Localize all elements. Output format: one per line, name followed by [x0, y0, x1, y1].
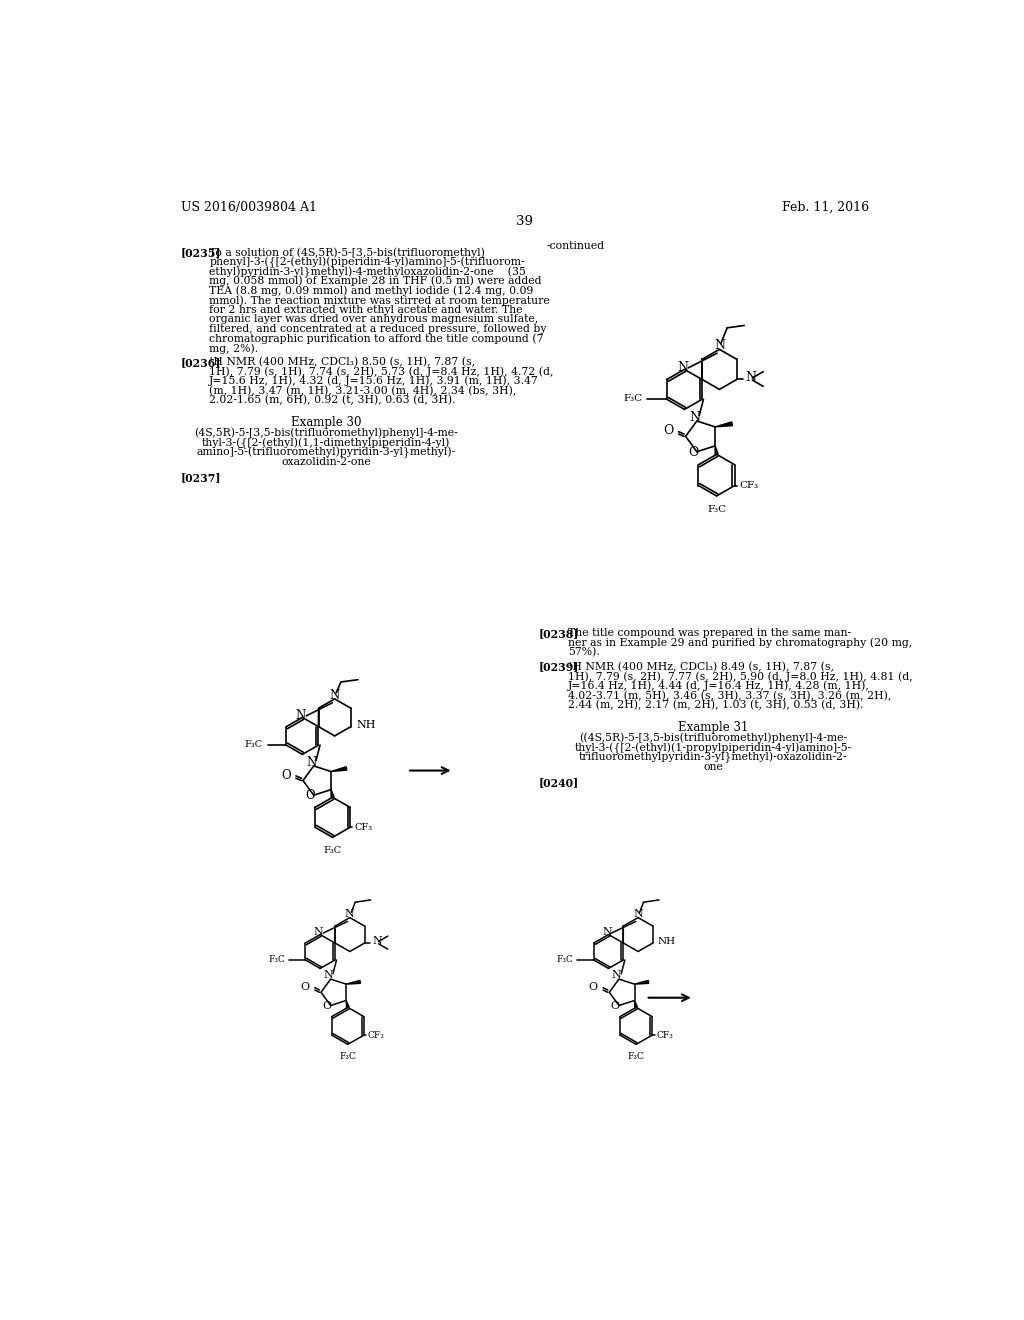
Text: 2.02-1.65 (m, 6H), 0.92 (t, 3H), 0.63 (d, 3H).: 2.02-1.65 (m, 6H), 0.92 (t, 3H), 0.63 (d… — [209, 395, 456, 405]
Polygon shape — [346, 1001, 349, 1007]
Text: (m, 1H), 3.47 (m, 1H), 3.21-3.00 (m, 4H), 2.34 (bs, 3H),: (m, 1H), 3.47 (m, 1H), 3.21-3.00 (m, 4H)… — [209, 385, 517, 396]
Text: [0235]: [0235] — [180, 247, 221, 257]
Text: F₃C: F₃C — [623, 395, 642, 403]
Text: N: N — [633, 908, 643, 919]
Text: N: N — [602, 927, 611, 937]
Text: N: N — [324, 970, 333, 981]
Text: chromatographic purification to afford the title compound (7: chromatographic purification to afford t… — [209, 334, 544, 345]
Text: F₃C: F₃C — [324, 846, 342, 855]
Text: F₃C: F₃C — [557, 954, 573, 964]
Text: [0239]: [0239] — [539, 661, 580, 673]
Text: one: one — [703, 762, 723, 772]
Text: F₃C: F₃C — [707, 506, 726, 515]
Text: organic layer was dried over anhydrous magnesium sulfate,: organic layer was dried over anhydrous m… — [209, 314, 539, 325]
Text: US 2016/0039804 A1: US 2016/0039804 A1 — [180, 201, 316, 214]
Text: N: N — [313, 927, 324, 937]
Text: CF₃: CF₃ — [656, 1031, 673, 1040]
Text: -continued: -continued — [547, 240, 604, 251]
Text: F₃C: F₃C — [628, 1052, 644, 1061]
Polygon shape — [715, 446, 718, 454]
Text: O: O — [281, 768, 291, 781]
Text: N: N — [345, 908, 354, 919]
Polygon shape — [346, 981, 360, 985]
Polygon shape — [331, 767, 347, 771]
Polygon shape — [635, 981, 649, 985]
Text: [0240]: [0240] — [539, 777, 579, 788]
Text: N: N — [714, 339, 725, 352]
Text: NH: NH — [356, 721, 376, 730]
Text: thyl-3-({[2-(ethyl)(1,1-dimethylpiperidin-4-yl): thyl-3-({[2-(ethyl)(1,1-dimethylpiperidi… — [202, 437, 451, 449]
Text: ((4S,5R)-5-[3,5-bis(trifluoromethyl)phenyl]-4-me-: ((4S,5R)-5-[3,5-bis(trifluoromethyl)phen… — [579, 733, 847, 743]
Polygon shape — [715, 422, 732, 426]
Text: To a solution of (4S,5R)-5-[3,5-bis(trifluoromethyl): To a solution of (4S,5R)-5-[3,5-bis(trif… — [209, 247, 485, 257]
Text: for 2 hrs and extracted with ethyl acetate and water. The: for 2 hrs and extracted with ethyl aceta… — [209, 305, 523, 314]
Text: F₃C: F₃C — [268, 954, 286, 964]
Text: TEA (8.8 mg, 0.09 mmol) and methyl iodide (12.4 mg, 0.09: TEA (8.8 mg, 0.09 mmol) and methyl iodid… — [209, 285, 534, 296]
Polygon shape — [635, 1001, 637, 1007]
Text: CF₃: CF₃ — [354, 822, 373, 832]
Text: phenyl]-3-({[2-(ethyl)(piperidin-4-yl)amino]-5-(trifluorom-: phenyl]-3-({[2-(ethyl)(piperidin-4-yl)am… — [209, 256, 525, 268]
Text: Example 30: Example 30 — [291, 416, 361, 429]
Text: J=15.6 Hz, 1H), 4.32 (d, J=15.6 Hz, 1H), 3.91 (m, 1H), 3.47: J=15.6 Hz, 1H), 4.32 (d, J=15.6 Hz, 1H),… — [209, 376, 539, 387]
Text: O: O — [610, 1002, 620, 1011]
Text: ner as in Example 29 and purified by chromatography (20 mg,: ner as in Example 29 and purified by chr… — [568, 638, 912, 648]
Text: CF₃: CF₃ — [368, 1031, 385, 1040]
Text: 1H), 7.79 (s, 2H), 7.77 (s, 2H), 5.90 (d, J=8.0 Hz, 1H), 4.81 (d,: 1H), 7.79 (s, 2H), 7.77 (s, 2H), 5.90 (d… — [568, 671, 913, 682]
Text: N: N — [611, 970, 622, 981]
Text: (4S,5R)-5-[3,5-bis(trifluoromethyl)phenyl]-4-me-: (4S,5R)-5-[3,5-bis(trifluoromethyl)pheny… — [195, 428, 459, 438]
Text: 2.44 (m, 2H), 2.17 (m, 2H), 1.03 (t, 3H), 0.53 (d, 3H).: 2.44 (m, 2H), 2.17 (m, 2H), 1.03 (t, 3H)… — [568, 700, 863, 710]
Text: N: N — [330, 689, 340, 702]
Text: ethyl)pyridin-3-yl}methyl)-4-methyloxazolidin-2-one    (35: ethyl)pyridin-3-yl}methyl)-4-methyloxazo… — [209, 267, 526, 277]
Text: [0238]: [0238] — [539, 628, 580, 639]
Text: O: O — [663, 425, 673, 437]
Text: mg, 0.058 mmol) of Example 28 in THF (0.5 ml) were added: mg, 0.058 mmol) of Example 28 in THF (0.… — [209, 276, 542, 286]
Text: J=16.4 Hz, 1H), 4.44 (d, J=16.4 Hz, 1H), 4.28 (m, 1H),: J=16.4 Hz, 1H), 4.44 (d, J=16.4 Hz, 1H),… — [568, 681, 870, 692]
Text: trifluoromethylpyridin-3-yl}methyl)-oxazolidin-2-: trifluoromethylpyridin-3-yl}methyl)-oxaz… — [579, 752, 848, 763]
Text: N: N — [306, 755, 316, 768]
Text: ¹H NMR (400 MHz, CDCl₃) 8.49 (s, 1H), 7.87 (s,: ¹H NMR (400 MHz, CDCl₃) 8.49 (s, 1H), 7.… — [568, 661, 835, 672]
Text: O: O — [300, 982, 309, 991]
Text: N: N — [296, 709, 306, 722]
Text: O: O — [305, 789, 314, 803]
Text: amino]-5-(trifluoromethyl)pyridin-3-yl}methyl)-: amino]-5-(trifluoromethyl)pyridin-3-yl}m… — [197, 447, 456, 458]
Text: The title compound was prepared in the same man-: The title compound was prepared in the s… — [568, 628, 851, 638]
Text: N: N — [689, 411, 700, 424]
Text: mg, 2%).: mg, 2%). — [209, 343, 258, 354]
Text: 1H), 7.79 (s, 1H), 7.74 (s, 2H), 5.73 (d, J=8.4 Hz, 1H), 4.72 (d,: 1H), 7.79 (s, 1H), 7.74 (s, 2H), 5.73 (d… — [209, 367, 554, 378]
Text: N: N — [745, 371, 757, 384]
Text: N: N — [373, 936, 382, 946]
Text: thyl-3-({[2-(ethyl)(1-propylpiperidin-4-yl)amino]-5-: thyl-3-({[2-(ethyl)(1-propylpiperidin-4-… — [574, 742, 852, 754]
Text: Feb. 11, 2016: Feb. 11, 2016 — [781, 201, 869, 214]
Text: [0236]: [0236] — [180, 356, 221, 368]
Text: mmol). The reaction mixture was stirred at room temperature: mmol). The reaction mixture was stirred … — [209, 296, 550, 306]
Text: filtered, and concentrated at a reduced pressure, followed by: filtered, and concentrated at a reduced … — [209, 323, 547, 334]
Text: O: O — [688, 446, 698, 459]
Text: F₃C: F₃C — [339, 1052, 356, 1061]
Text: CF₃: CF₃ — [739, 480, 759, 490]
Text: [0237]: [0237] — [180, 473, 221, 483]
Text: ¹H NMR (400 MHz, CDCl₃) 8.50 (s, 1H), 7.87 (s,: ¹H NMR (400 MHz, CDCl₃) 8.50 (s, 1H), 7.… — [209, 356, 475, 367]
Text: O: O — [589, 982, 598, 991]
Text: NH: NH — [657, 937, 676, 946]
Text: oxazolidin-2-one: oxazolidin-2-one — [282, 457, 372, 467]
Text: O: O — [323, 1002, 332, 1011]
Text: N: N — [678, 360, 688, 374]
Text: 57%).: 57%). — [568, 647, 600, 657]
Polygon shape — [331, 789, 334, 797]
Text: Example 31: Example 31 — [678, 721, 749, 734]
Text: 4.02-3.71 (m, 5H), 3.46 (s, 3H), 3.37 (s, 3H), 3.26 (m, 2H),: 4.02-3.71 (m, 5H), 3.46 (s, 3H), 3.37 (s… — [568, 690, 892, 701]
Text: F₃C: F₃C — [245, 741, 263, 748]
Text: 39: 39 — [516, 215, 534, 227]
